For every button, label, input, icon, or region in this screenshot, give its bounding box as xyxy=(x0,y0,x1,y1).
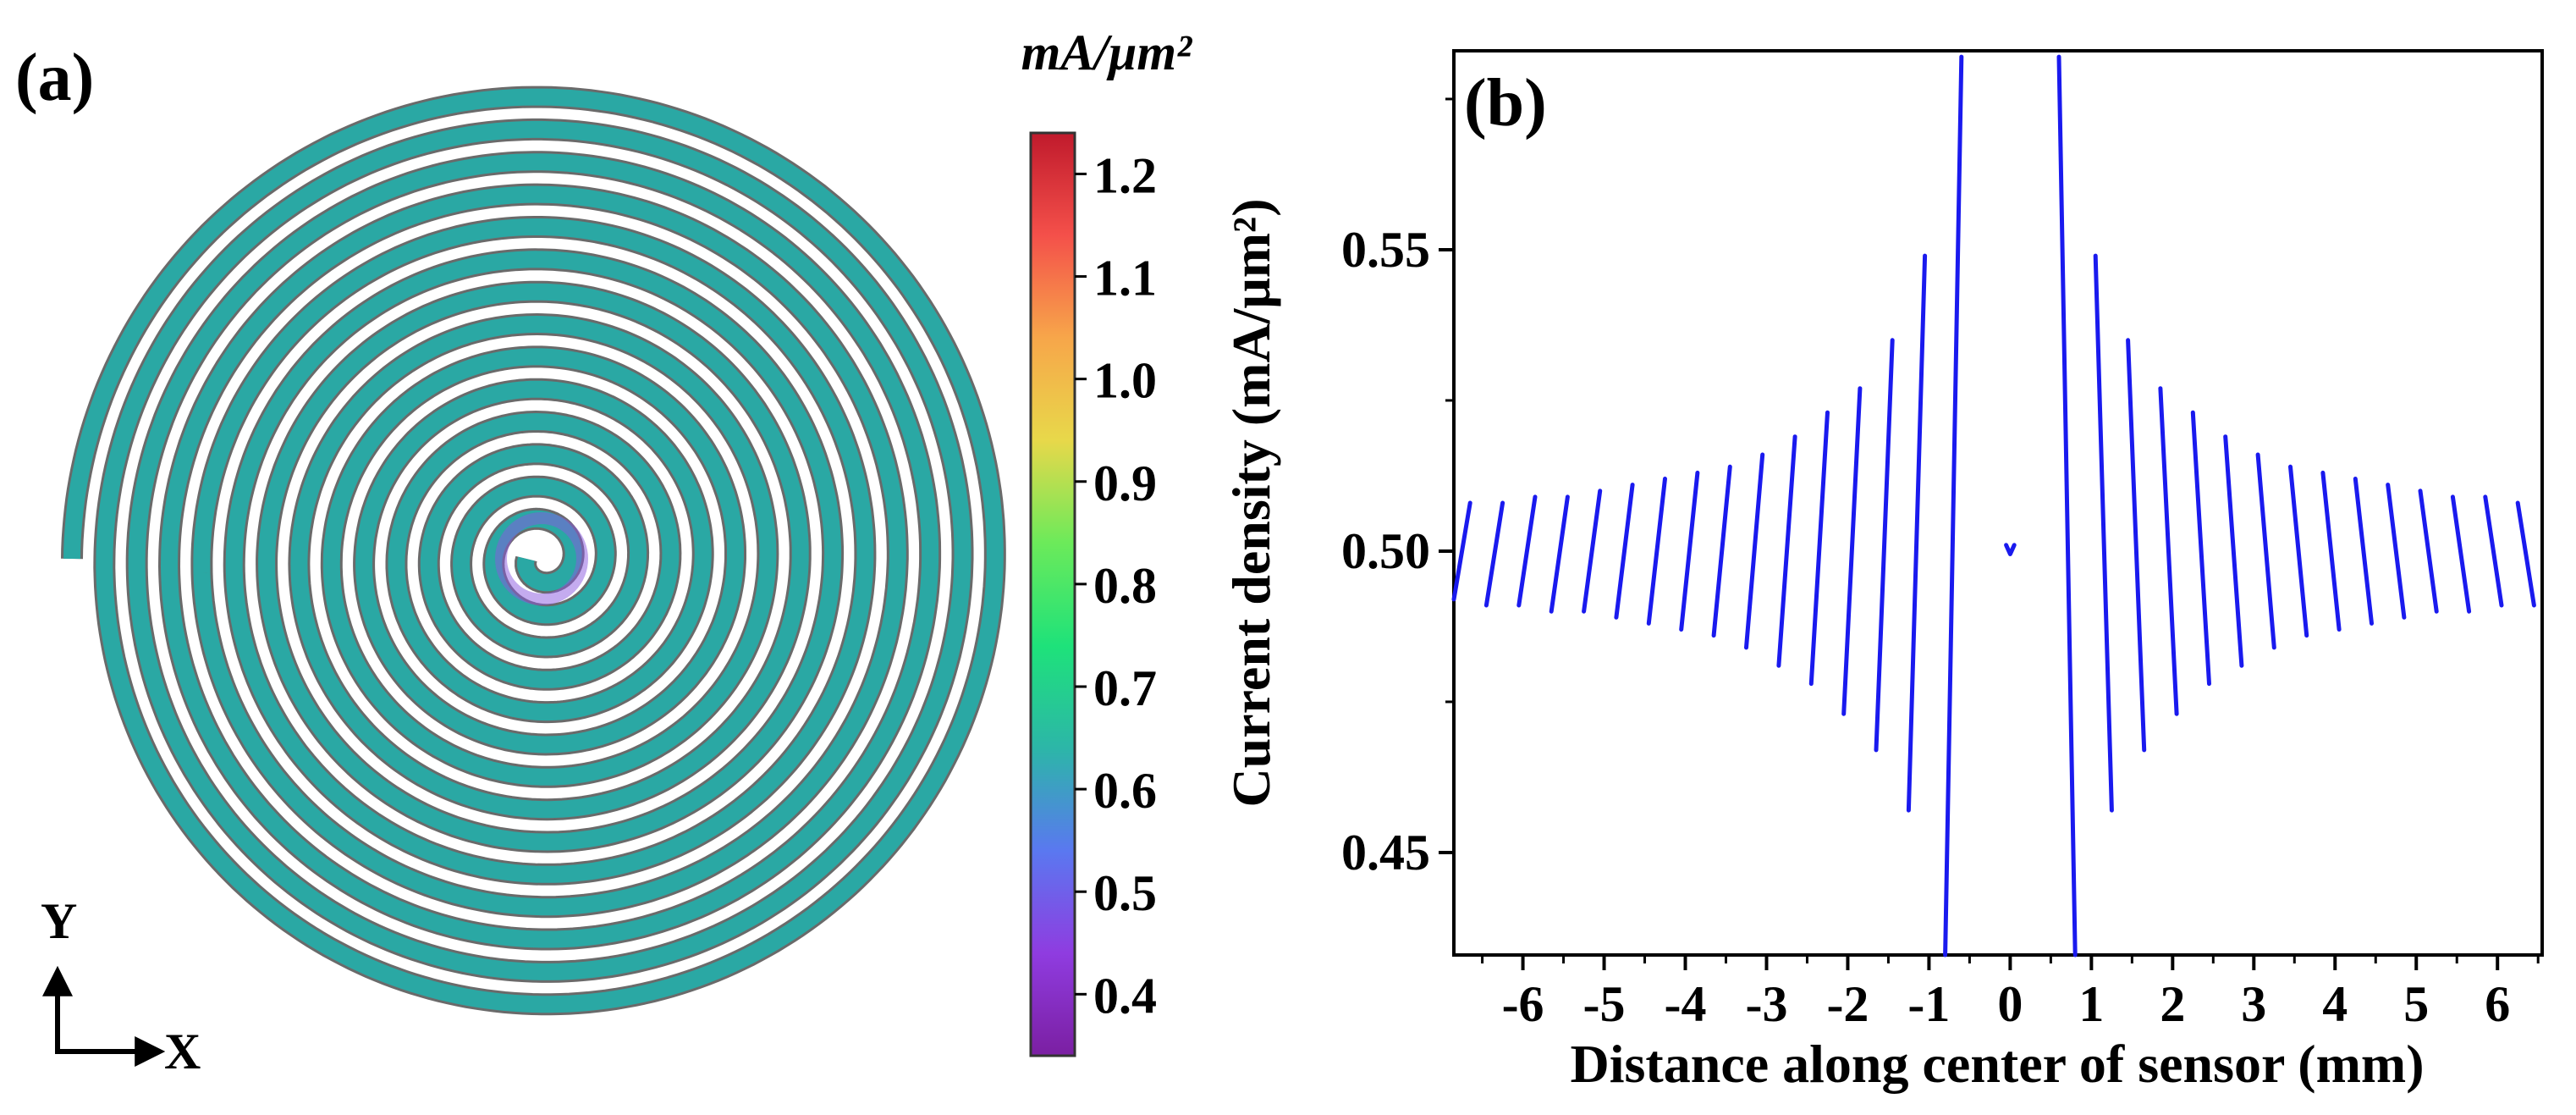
series-segment xyxy=(2353,477,2374,626)
series-segment xyxy=(1744,452,1765,650)
x-tick-label: 3 xyxy=(2241,976,2266,1032)
x-axis-title: Distance along center of sensor (mm) xyxy=(1571,1034,2425,1094)
x-tick-label: 5 xyxy=(2403,976,2429,1032)
series-segment xyxy=(2126,338,2147,753)
series-segment xyxy=(2004,543,2017,556)
series-segment xyxy=(2386,483,2407,620)
panel-b-label: (b) xyxy=(1464,66,1547,141)
x-axis-ticks: -6 -5 -4 -3 -2 -1 0 1 2 3 4 5 6 xyxy=(1481,955,2540,1032)
series-segment xyxy=(2515,500,2536,608)
series-segment xyxy=(1841,386,1863,716)
x-tick-label: -2 xyxy=(1826,976,1869,1032)
colorbar-tick-label: 0.4 xyxy=(1093,968,1157,1024)
series-segment xyxy=(1549,494,1570,614)
panel-b: (b) -6 -5 -4 -3 -2 -1 0 1 2 3 4 5 6 0.45 0.50 0.55 Dis… xyxy=(1221,49,2544,1094)
y-axis-title: Current density (mA/μm²) xyxy=(1221,198,1281,807)
colorbar-tick-label: 0.8 xyxy=(1093,558,1157,614)
series-segment xyxy=(1808,410,1830,687)
series-segment xyxy=(1614,483,1635,620)
colorbar-unit: mA/μm² xyxy=(1021,25,1193,80)
series-segment xyxy=(1451,500,1472,602)
x-tick-label: -6 xyxy=(1502,976,1544,1032)
x-tick-label: 1 xyxy=(2078,976,2104,1032)
y-tick-label: 0.45 xyxy=(1341,825,1430,880)
y-tick-label: 0.55 xyxy=(1341,222,1430,278)
colorbar-tick-label: 0.9 xyxy=(1093,455,1157,511)
series-segment xyxy=(2093,253,2114,813)
series-segment xyxy=(2450,494,2472,614)
series-segment xyxy=(2190,410,2211,687)
colorbar: mA/μm² 1.2 1.1 1.0 0.9 0.8 0.7 0.6 0.5 0.4 xyxy=(1021,25,1193,1057)
spiral-center-low-density xyxy=(495,512,588,605)
panel-a: (a) Y X mA/μm² 1.2 1.1 1.0 0.9 0.8 0.7 0.6 0.5 0… xyxy=(15,25,1193,1079)
x-tick-label: -5 xyxy=(1583,976,1626,1032)
colorbar-tick-label: 1.0 xyxy=(1093,353,1157,409)
series-segment xyxy=(1679,470,1700,632)
panel-a-label: (a) xyxy=(15,41,94,115)
x-tick-label: 4 xyxy=(2322,976,2348,1032)
series-segment xyxy=(1943,54,1964,958)
plot-frame xyxy=(1452,49,2544,957)
colorbar-tick-label: 0.6 xyxy=(1093,763,1157,819)
series-segment xyxy=(2158,386,2179,716)
y-axis-label: Y xyxy=(41,893,77,949)
series-segment xyxy=(1483,500,1505,608)
x-tick-label: -1 xyxy=(1907,976,1950,1032)
series-segment xyxy=(1711,464,1732,638)
x-tick-label: 0 xyxy=(1997,976,2023,1032)
x-tick-label: 6 xyxy=(2485,976,2510,1032)
series-segment xyxy=(1516,494,1538,608)
x-tick-label: 2 xyxy=(2160,976,2185,1032)
colorbar-tick-label: 0.7 xyxy=(1093,660,1157,716)
colorbar-tick-label: 1.1 xyxy=(1093,251,1157,306)
colorbar-tick-label: 0.5 xyxy=(1093,865,1157,921)
y-tick-label: 0.50 xyxy=(1341,523,1430,579)
series-segment xyxy=(2223,434,2244,668)
series-segment xyxy=(1906,253,1928,813)
data-series-current-density xyxy=(1451,54,2536,958)
x-axis-label: X xyxy=(164,1024,201,1079)
series-segment xyxy=(1776,434,1797,668)
series-segment xyxy=(2483,494,2504,608)
axes-indicator: Y X xyxy=(41,893,201,1079)
spiral-coil xyxy=(61,86,1006,1016)
spiral-trace xyxy=(63,88,1004,1013)
series-segment xyxy=(1646,477,1667,626)
series-segment xyxy=(2418,489,2439,614)
y-axis-ticks: 0.45 0.50 0.55 xyxy=(1341,97,1454,880)
colorbar-ticks: 1.2 1.1 1.0 0.9 0.8 0.7 0.6 0.5 0.4 xyxy=(1075,147,1157,1024)
colorbar-bar xyxy=(1029,131,1076,1057)
x-tick-label: -4 xyxy=(1665,976,1707,1032)
series-segment xyxy=(2056,54,2078,958)
series-segment xyxy=(2288,464,2309,638)
series-segment xyxy=(1582,489,1603,614)
series-segment xyxy=(1874,338,1895,753)
series-segment xyxy=(2320,470,2342,632)
series-segment xyxy=(2255,452,2276,650)
x-tick-label: -3 xyxy=(1745,976,1787,1032)
colorbar-tick-label: 1.2 xyxy=(1093,147,1157,203)
